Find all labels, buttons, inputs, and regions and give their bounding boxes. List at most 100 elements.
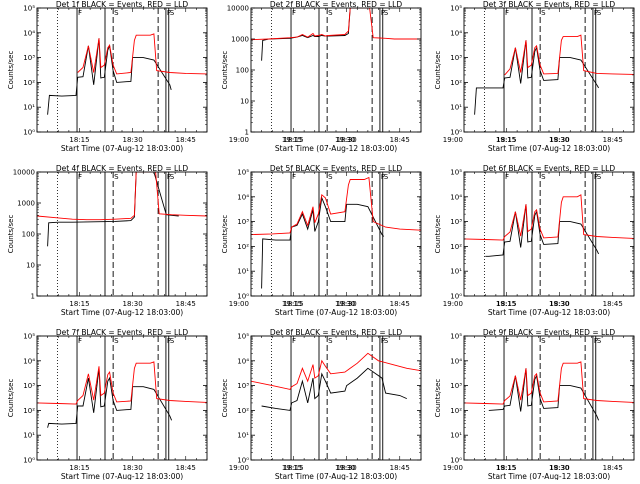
x-tick-label: 18:15 [69, 464, 89, 472]
region-letter: F [167, 9, 171, 17]
x-axis-label: Start Time (07-Aug-12 18:03:00) [488, 472, 610, 480]
lld-series-line [37, 361, 207, 405]
x-tick-label: 19:15 [282, 464, 302, 472]
x-tick-label: 19:15 [282, 136, 302, 144]
y-tick-label: 10⁵ [237, 169, 249, 177]
y-tick-label: 10⁰ [450, 457, 462, 465]
x-tick-label: 18:15 [496, 300, 516, 308]
region-letter: S [328, 337, 333, 345]
x-tick-label: 18:15 [496, 464, 516, 472]
x-axis-label: Start Time (07-Aug-12 18:03:00) [275, 144, 397, 153]
panel-title: Det 7f BLACK = Events, RED = LLD [56, 328, 189, 337]
y-axis-label: Counts/sec [7, 215, 15, 254]
x-tick-label: 18:45 [176, 300, 196, 308]
region-letter: F [167, 337, 171, 345]
plot-frame [250, 335, 422, 461]
y-tick-label: 10⁰ [237, 293, 249, 301]
x-tick-label: 19:15 [496, 136, 516, 144]
x-tick-label: 18:15 [69, 136, 89, 144]
series-group [37, 361, 207, 428]
panel-title: Det 5f BLACK = Events, RED = LLD [270, 164, 403, 173]
y-tick-label: 10³ [450, 54, 462, 62]
y-tick-label: 1 [245, 129, 249, 137]
x-tick-label: 19:30 [335, 464, 355, 472]
y-axis-label: Counts/sec [434, 51, 442, 90]
lld-series-line [464, 361, 634, 405]
y-tick-label: 10³ [237, 382, 249, 390]
series-group [251, 8, 421, 61]
series-group [37, 172, 207, 247]
y-axis-label: Counts/sec [221, 215, 229, 254]
x-axis-label: Start Time (07-Aug-12 18:03:00) [275, 308, 397, 317]
region-letter: S [541, 337, 546, 345]
y-tick-label: 10¹ [450, 268, 462, 276]
x-tick-label: 18:45 [390, 136, 410, 144]
region-letter: F [292, 337, 296, 345]
y-tick-label: 10⁴ [237, 193, 249, 201]
y-tick-label: 10⁵ [450, 333, 462, 341]
events-series-line [47, 38, 172, 115]
region-letter: F [381, 337, 385, 345]
events-series-line [488, 368, 600, 421]
panel-title: Det 1f BLACK = Events, RED = LLD [56, 0, 189, 9]
y-tick-label: 10 [26, 262, 35, 270]
y-tick-label: 10000 [227, 5, 249, 13]
y-tick-label: 10³ [450, 218, 462, 226]
y-tick-label: 10² [237, 407, 249, 415]
region-letter: S [170, 173, 175, 181]
y-tick-label: 10² [450, 243, 462, 251]
y-tick-label: 10³ [237, 218, 249, 226]
x-tick-label: 19:30 [335, 300, 355, 308]
region-letter: S [597, 173, 602, 181]
x-axis-label: Start Time (07-Aug-12 18:03:00) [61, 472, 183, 480]
x-tick-label: 18:45 [603, 300, 623, 308]
plot-frame [36, 335, 208, 461]
lld-series-line [37, 172, 207, 221]
region-letter: S [541, 173, 546, 181]
region-letter: S [597, 337, 602, 345]
region-letter: S [384, 337, 389, 345]
region-letter: F [292, 173, 296, 181]
plot-frame [36, 7, 208, 133]
lld-series-line [251, 176, 421, 236]
x-axis-label: Start Time (07-Aug-12 18:03:00) [488, 144, 610, 153]
x-tick-label: 18:15 [283, 464, 303, 472]
lld-series-line [504, 34, 634, 76]
y-tick-label: 10⁴ [237, 357, 249, 365]
y-tick-label: 10⁴ [23, 29, 35, 37]
panel-title: Det 2f BLACK = Events, RED = LLD [270, 0, 403, 9]
y-tick-label: 10² [450, 79, 462, 87]
region-letter: S [328, 9, 333, 17]
lld-series-line [251, 8, 421, 41]
region-letter: F [78, 173, 82, 181]
x-tick-label: 19:30 [549, 464, 569, 472]
y-tick-label: 10⁵ [450, 5, 462, 13]
x-axis-label: Start Time (07-Aug-12 18:03:00) [61, 308, 183, 317]
events-series-line [47, 368, 173, 428]
plot-frame [463, 335, 635, 461]
y-axis-label: Counts/sec [434, 215, 442, 254]
region-letter: F [505, 173, 509, 181]
x-tick-label: 18:30 [550, 300, 570, 308]
region-letter: S [384, 9, 389, 17]
y-tick-label: 10⁴ [450, 357, 462, 365]
region-letter: F [505, 9, 509, 17]
panel-title: Det 6f BLACK = Events, RED = LLD [483, 164, 616, 173]
y-tick-label: 10³ [23, 54, 35, 62]
x-tick-label: 18:30 [123, 464, 143, 472]
y-tick-label: 10³ [450, 382, 462, 390]
x-tick-label: 18:15 [283, 300, 303, 308]
x-axis-label: Start Time (07-Aug-12 18:03:00) [275, 472, 397, 480]
series-group [251, 176, 421, 289]
x-tick-label: 19:00 [229, 464, 249, 472]
x-tick-label: 19:00 [229, 300, 249, 308]
events-series-line [261, 196, 385, 289]
y-tick-label: 100 [22, 231, 35, 239]
